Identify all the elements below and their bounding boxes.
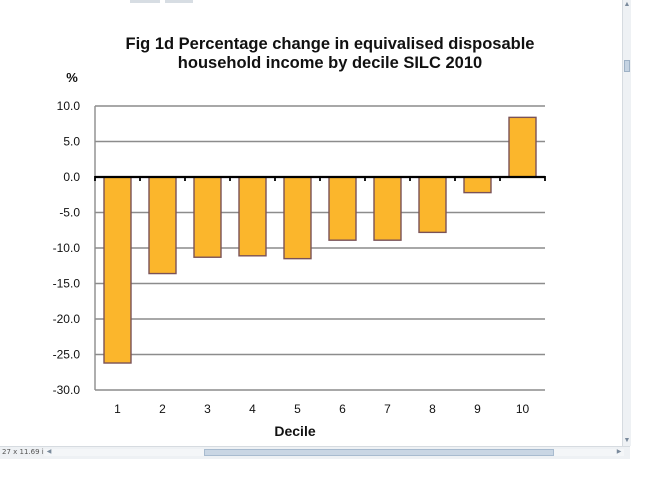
axis-layer [94, 106, 546, 390]
x-tick-label: 5 [294, 402, 301, 416]
toolbar-tab[interactable] [130, 0, 160, 3]
chart-title-line: Fig 1d Percentage change in equivalised … [125, 35, 535, 53]
grid-layer [95, 105, 545, 391]
toolbar-tab[interactable] [165, 0, 193, 3]
top-strip [0, 0, 622, 8]
y-tick-label: -5.0 [59, 206, 80, 220]
y-tick-label: -15.0 [53, 277, 81, 291]
x-tick-label: 9 [474, 402, 481, 416]
scroll-down-icon[interactable]: ▼ [623, 437, 631, 444]
bars-layer [103, 116, 537, 364]
bar-decile-1 [103, 176, 132, 364]
x-tick-label: 8 [429, 402, 436, 416]
x-tick-label: 2 [159, 402, 166, 416]
chart-title-line: household income by decile SILC 2010 [177, 54, 483, 72]
y-axis-label: % [66, 70, 78, 85]
bar-decile-5 [283, 176, 312, 260]
horizontal-scrollbar[interactable]: ◀ ▶ [44, 449, 624, 456]
scroll-left-icon[interactable]: ◀ [46, 449, 52, 455]
bar-decile-10 [508, 116, 537, 178]
horizontal-scroll-thumb[interactable] [204, 449, 554, 456]
bar-decile-4 [238, 176, 267, 257]
x-tick-label: 3 [204, 402, 211, 416]
page-size-label: 27 x 11.69 in [2, 448, 49, 456]
y-tick-label: -20.0 [53, 312, 81, 326]
scroll-up-icon[interactable]: ▲ [623, 1, 631, 8]
x-tick-label: 10 [516, 402, 530, 416]
scroll-right-icon[interactable]: ▶ [616, 449, 622, 455]
bar-decile-9 [463, 176, 492, 194]
bar-decile-7 [373, 176, 402, 241]
x-tick-label: 7 [384, 402, 391, 416]
bar-decile-3 [193, 176, 222, 258]
x-axis-label: Decile [274, 423, 315, 439]
bar-decile-2 [148, 176, 177, 275]
bar-decile-8 [418, 176, 447, 234]
status-bar: 27 x 11.69 in ◀ ▶ [0, 446, 630, 459]
x-tick-label: 4 [249, 402, 256, 416]
y-tick-label: -10.0 [53, 241, 81, 255]
vertical-scroll-thumb[interactable] [624, 60, 630, 72]
y-tick-label: 5.0 [63, 135, 80, 149]
bar-decile-6 [328, 176, 357, 241]
y-tick-label: -25.0 [53, 348, 81, 362]
chart-title: Fig 1d Percentage change in equivalised … [60, 35, 600, 73]
vertical-scrollbar[interactable]: ▲ ▼ [622, 0, 631, 446]
x-tick-label: 1 [114, 402, 121, 416]
y-tick-label: 10.0 [57, 99, 81, 113]
x-tick-label: 6 [339, 402, 346, 416]
labels-layer: 10.0 5.0 0.0 -5.0 -10.0 -15.0 -20.0 -25.0 -30.0 1… [53, 70, 530, 439]
y-tick-label: -30.0 [53, 383, 81, 397]
y-tick-label: 0.0 [63, 170, 80, 184]
